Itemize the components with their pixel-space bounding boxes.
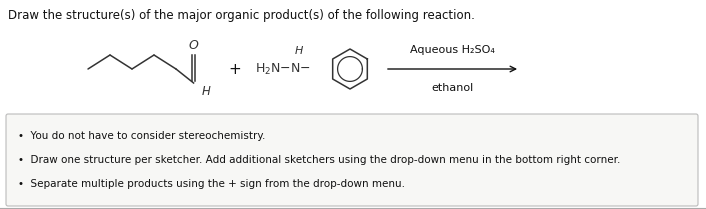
Text: ethanol: ethanol (431, 83, 474, 93)
Text: O: O (189, 39, 198, 52)
Text: +: + (229, 61, 241, 76)
Text: Aqueous H₂SO₄: Aqueous H₂SO₄ (410, 45, 495, 55)
Text: •  Separate multiple products using the + sign from the drop-down menu.: • Separate multiple products using the +… (18, 179, 405, 189)
Text: Draw the structure(s) of the major organic product(s) of the following reaction.: Draw the structure(s) of the major organ… (8, 9, 475, 22)
Text: •  You do not have to consider stereochemistry.: • You do not have to consider stereochem… (18, 131, 265, 141)
Text: H: H (202, 85, 210, 98)
Text: •  Draw one structure per sketcher. Add additional sketchers using the drop-down: • Draw one structure per sketcher. Add a… (18, 155, 621, 165)
FancyBboxPatch shape (6, 114, 698, 206)
Text: H: H (295, 46, 303, 56)
Text: H$_2$N$-$N$-$: H$_2$N$-$N$-$ (255, 61, 311, 76)
